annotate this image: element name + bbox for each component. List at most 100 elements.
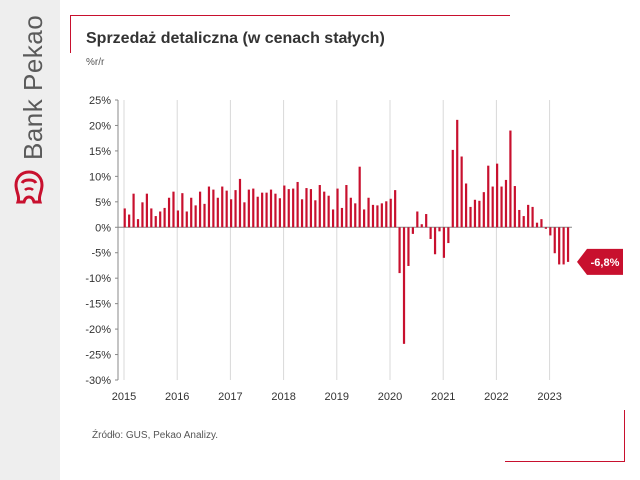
frame-left-line bbox=[70, 15, 71, 53]
chart-unit: %r/r bbox=[86, 57, 105, 68]
bar bbox=[447, 227, 450, 244]
bar bbox=[522, 216, 525, 228]
bar bbox=[283, 185, 286, 228]
bar bbox=[141, 202, 144, 228]
x-tick-label-2022: 2022 bbox=[484, 391, 508, 403]
bar bbox=[203, 203, 206, 228]
bison-logo-icon bbox=[14, 170, 44, 204]
bar bbox=[460, 156, 463, 228]
bar bbox=[456, 119, 459, 228]
bar bbox=[136, 219, 140, 228]
bar bbox=[558, 227, 561, 265]
bar bbox=[496, 163, 499, 228]
bar bbox=[234, 190, 237, 228]
bar bbox=[389, 198, 392, 228]
bar bbox=[429, 227, 432, 239]
bar bbox=[531, 206, 534, 228]
x-tick-label-2016: 2016 bbox=[165, 391, 189, 403]
bar bbox=[154, 216, 157, 228]
x-tick-label-2018: 2018 bbox=[271, 391, 295, 403]
x-tick-label-2019: 2019 bbox=[325, 391, 349, 403]
bar bbox=[265, 192, 268, 228]
bar bbox=[331, 209, 335, 228]
y-tick-label: 10% bbox=[89, 171, 111, 183]
annotation-label: -6,8% bbox=[591, 257, 620, 269]
bar bbox=[212, 189, 215, 228]
bar bbox=[438, 227, 441, 232]
bar bbox=[358, 166, 361, 228]
bar bbox=[194, 205, 197, 228]
y-tick-label: 0% bbox=[95, 222, 111, 234]
bar bbox=[478, 200, 481, 228]
y-tick-label: 5% bbox=[95, 197, 111, 209]
bar bbox=[354, 203, 357, 228]
bar bbox=[296, 181, 299, 228]
bar bbox=[407, 227, 410, 266]
x-tick-label-2020: 2020 bbox=[378, 391, 402, 403]
frame-top-line bbox=[70, 15, 510, 16]
bar bbox=[198, 191, 202, 228]
bar bbox=[261, 192, 264, 228]
y-tick-label: 20% bbox=[89, 120, 111, 132]
bar bbox=[256, 196, 259, 228]
bar bbox=[300, 199, 304, 228]
bar bbox=[225, 190, 228, 228]
y-tick-label: 25% bbox=[89, 95, 111, 107]
bar bbox=[513, 186, 516, 228]
bar bbox=[535, 222, 539, 228]
bar bbox=[504, 179, 508, 228]
bar bbox=[349, 197, 352, 228]
x-tick-label-2021: 2021 bbox=[431, 391, 455, 403]
bar bbox=[549, 227, 552, 236]
bar bbox=[385, 201, 388, 228]
bar bbox=[181, 193, 184, 228]
bar bbox=[132, 193, 135, 228]
bar bbox=[416, 211, 419, 228]
y-tick-label: 15% bbox=[89, 146, 111, 158]
bar bbox=[305, 188, 308, 228]
sidebar: Bank Pekao bbox=[0, 0, 60, 480]
x-tick-label-2023: 2023 bbox=[537, 391, 561, 403]
bar bbox=[287, 189, 290, 228]
bar bbox=[314, 200, 317, 228]
bar bbox=[345, 185, 348, 228]
bar bbox=[469, 206, 472, 228]
bar bbox=[318, 185, 321, 228]
bar bbox=[221, 186, 224, 228]
bar bbox=[553, 227, 556, 254]
bar bbox=[323, 191, 326, 228]
bar bbox=[402, 227, 406, 344]
y-tick-label: -25% bbox=[85, 350, 111, 362]
bar bbox=[544, 227, 547, 229]
bar bbox=[292, 188, 295, 228]
bar bbox=[123, 208, 126, 228]
annotation-callout bbox=[577, 248, 623, 275]
bar bbox=[425, 214, 428, 228]
bar bbox=[238, 178, 242, 228]
bar bbox=[150, 208, 153, 228]
bar bbox=[185, 211, 188, 228]
bar bbox=[380, 203, 383, 228]
bar bbox=[433, 227, 437, 255]
bar bbox=[500, 186, 503, 228]
bar bbox=[482, 192, 485, 228]
y-tick-label: -5% bbox=[91, 248, 111, 260]
chart-title: Sprzedaż detaliczna (w cenach stałych) bbox=[86, 30, 385, 47]
bar bbox=[411, 227, 414, 234]
bar bbox=[159, 211, 162, 228]
y-tick-label: -10% bbox=[85, 273, 111, 285]
bar bbox=[566, 227, 570, 262]
bar bbox=[145, 193, 148, 228]
x-tick-label-2017: 2017 bbox=[218, 391, 242, 403]
bar bbox=[518, 209, 521, 228]
bar bbox=[247, 189, 250, 228]
bar bbox=[363, 209, 366, 228]
x-tick-label-2015: 2015 bbox=[112, 391, 136, 403]
bar bbox=[371, 204, 375, 228]
bar bbox=[394, 190, 397, 228]
bar bbox=[176, 210, 180, 228]
bar bbox=[562, 227, 565, 265]
bar bbox=[128, 214, 131, 228]
bar bbox=[309, 189, 313, 228]
